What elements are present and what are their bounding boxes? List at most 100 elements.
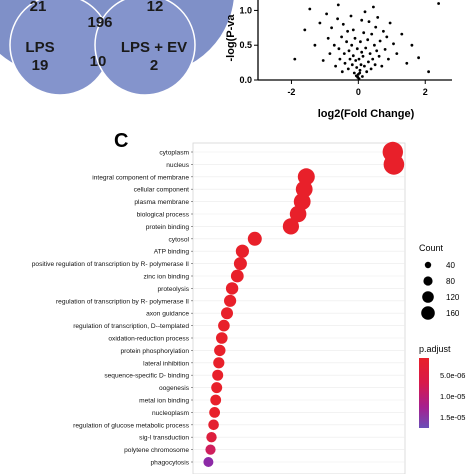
volcano-point	[437, 2, 440, 5]
dotplot-dot	[214, 344, 226, 357]
volcano-point	[351, 54, 355, 58]
volcano-point	[371, 57, 375, 61]
dotplot-dot	[206, 432, 217, 443]
color-legend-label: 5.0e-06	[440, 371, 465, 380]
dotplot-dot	[203, 457, 214, 467]
venn-value-bottom-overlap: 10	[90, 53, 107, 70]
dotplot-category-label: sequence-specific D- binding	[104, 373, 189, 380]
dotplot-dot	[383, 154, 405, 175]
dotplot-category-label: ATP binding	[154, 249, 190, 256]
dotplot-dot	[221, 307, 233, 320]
volcano-point	[358, 68, 362, 72]
volcano-point	[373, 43, 376, 47]
volcano-y-tick-label: 1.0	[239, 5, 252, 15]
size-legend-label: 120	[446, 293, 460, 302]
volcano-x-tick-label: 2	[423, 87, 428, 97]
volcano-point	[417, 56, 420, 60]
dotplot-dot	[218, 319, 230, 332]
dotplot-dot	[216, 332, 228, 344]
dotplot-dot	[230, 269, 244, 283]
size-legend-title: Count	[419, 243, 444, 253]
venn-diagram: 21 12 196 LPS 19 LPS + EV 2 10	[0, 0, 236, 96]
panel-label-c: C	[114, 130, 128, 152]
dotplot-category-label: protein phosphorylation	[120, 348, 189, 355]
venn-label-lps: LPS	[25, 39, 54, 56]
volcano-x-tick-label: 0	[356, 87, 361, 97]
volcano-point	[336, 17, 339, 21]
volcano-point	[380, 64, 384, 68]
dotplot-category-label: oxidation-reduction process	[108, 336, 189, 343]
volcano-point	[382, 29, 385, 33]
volcano-point	[378, 39, 382, 43]
color-legend-title: p.adjust	[419, 344, 451, 354]
color-legend-bar	[419, 358, 429, 428]
dotplot-category-label: cytoplasm	[159, 150, 189, 157]
volcano-x-tick-label: -2	[287, 87, 295, 97]
volcano-point	[347, 49, 351, 53]
volcano-point	[325, 12, 328, 16]
volcano-point	[345, 40, 348, 44]
volcano-point	[336, 3, 340, 7]
volcano-point	[410, 43, 414, 47]
volcano-point	[359, 63, 363, 67]
volcano-point	[352, 71, 356, 75]
volcano-point	[361, 54, 365, 58]
enrichment-dot-plot: C cytoplasm nucleus integral component of …	[32, 130, 465, 474]
volcano-point	[354, 59, 358, 62]
venn-value-lps-ev: 2	[150, 57, 158, 74]
size-legend-dot	[421, 306, 435, 320]
dotplot-category-label: polytene chromosome	[124, 447, 189, 454]
dotplot-dot	[235, 244, 249, 258]
dotplot-category-label: cytosol	[168, 236, 189, 243]
dotplot-category-label: lateral inhibition	[143, 360, 189, 367]
volcano-point	[351, 28, 355, 32]
volcano-point	[349, 14, 353, 18]
volcano-point	[341, 22, 345, 26]
volcano-point	[387, 57, 390, 61]
dotplot-dot	[225, 282, 239, 295]
dotplot-category-label: positive regulation of transcription by …	[32, 261, 189, 268]
volcano-point	[377, 54, 381, 58]
size-legend-label: 40	[446, 261, 455, 270]
dotplot-dot	[297, 168, 315, 186]
size-legend-dot	[423, 276, 433, 286]
dotplot-category-label: oogenesis	[159, 385, 190, 392]
volcano-point	[373, 63, 377, 67]
volcano-point	[326, 36, 330, 40]
volcano-point	[363, 10, 367, 14]
volcano-point	[392, 42, 395, 46]
volcano-point	[350, 43, 354, 47]
volcano-point	[366, 38, 370, 42]
volcano-point	[337, 47, 341, 51]
volcano-point	[357, 57, 361, 61]
dotplot-category-label: sig-l transduction	[139, 435, 189, 442]
volcano-point	[395, 52, 399, 55]
size-legend-dot	[422, 291, 434, 303]
volcano-point	[330, 26, 333, 30]
color-legend: p.adjust 5.0e-06 1.0e-05 1.5e-05	[419, 344, 465, 428]
volcano-point	[427, 70, 430, 74]
volcano-point	[360, 50, 364, 54]
volcano-point	[375, 49, 379, 53]
volcano-point	[353, 36, 357, 40]
dotplot-category-label: zinc ion binding	[144, 274, 190, 281]
dotplot-dot	[247, 231, 262, 246]
volcano-point	[365, 70, 369, 74]
dotplot-dot	[295, 180, 313, 198]
dotplot-category-label: metal ion binding	[139, 398, 189, 405]
dotplot-dot	[210, 394, 222, 406]
volcano-point	[350, 63, 354, 67]
volcano-point	[367, 60, 370, 64]
dotplot-dot	[289, 205, 307, 223]
volcano-y-tick-label: 0.5	[239, 40, 252, 50]
dotplot-dot	[205, 444, 216, 455]
dotplot-category-label: nucleoplasm	[152, 410, 190, 417]
volcano-point	[293, 57, 297, 61]
dotplot-category-label: biological process	[137, 212, 190, 219]
volcano-point	[383, 48, 387, 51]
dotplot-category-label: integral component of membrane	[92, 174, 189, 181]
dotplot-dot	[212, 369, 224, 381]
volcano-point	[364, 46, 368, 50]
dotplot-dot	[233, 257, 247, 271]
volcano-point	[359, 40, 362, 44]
